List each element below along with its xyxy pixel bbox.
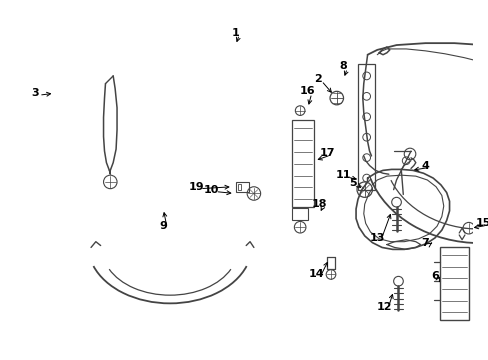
Text: 7: 7 <box>421 238 428 248</box>
Text: 18: 18 <box>311 199 326 209</box>
Bar <box>292 120 313 207</box>
Text: 11: 11 <box>335 170 350 180</box>
Text: 13: 13 <box>369 233 384 243</box>
Text: 12: 12 <box>375 302 391 312</box>
Text: 8: 8 <box>339 61 346 71</box>
Text: 9: 9 <box>159 221 167 231</box>
Text: 3: 3 <box>31 88 39 98</box>
Text: 4: 4 <box>421 161 428 171</box>
Text: 17: 17 <box>319 148 334 158</box>
Bar <box>237 184 241 190</box>
Text: 14: 14 <box>308 269 324 279</box>
Text: 5: 5 <box>348 178 356 188</box>
Bar <box>235 182 248 192</box>
Text: 19: 19 <box>188 182 203 192</box>
Text: 15: 15 <box>475 219 488 228</box>
Text: 10: 10 <box>203 185 219 195</box>
Bar <box>357 64 375 190</box>
Bar <box>292 208 307 220</box>
Text: 2: 2 <box>313 74 321 84</box>
Text: 6: 6 <box>430 271 438 282</box>
Text: 16: 16 <box>300 86 315 96</box>
Text: 1: 1 <box>231 28 239 37</box>
Bar <box>439 247 468 320</box>
